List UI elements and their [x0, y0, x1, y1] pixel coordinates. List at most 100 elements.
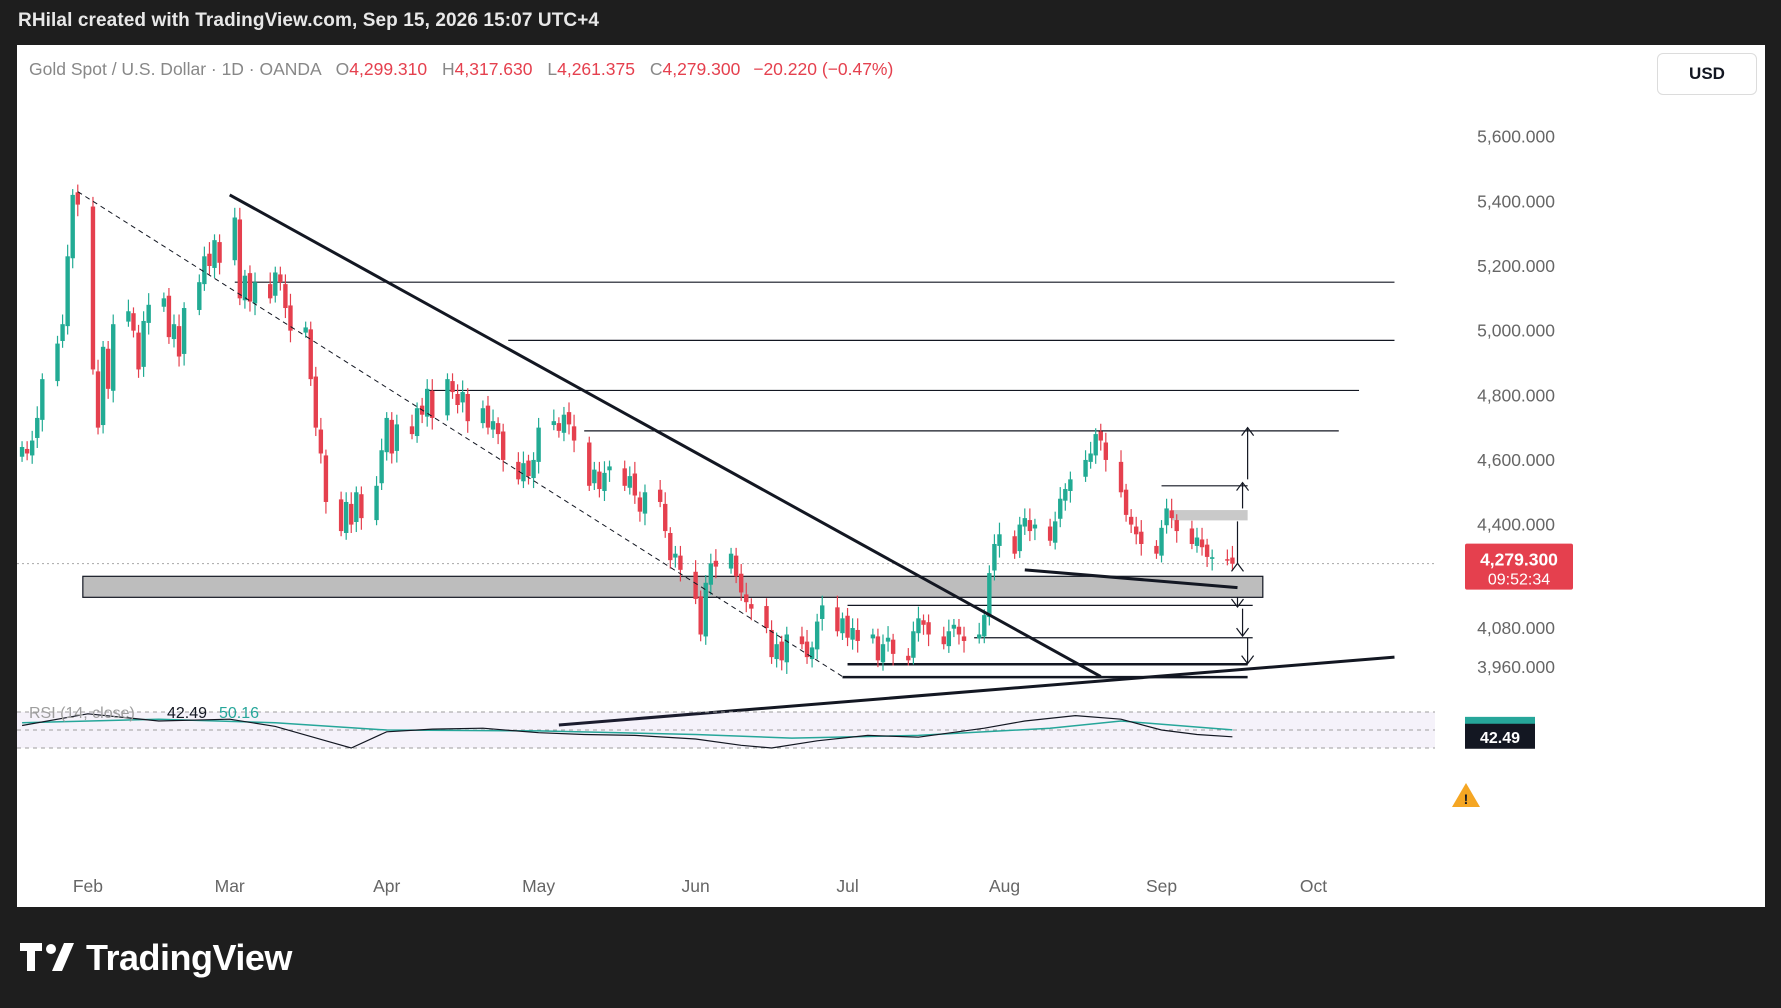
rsi-band [17, 712, 1435, 748]
candle-body-down [1230, 557, 1235, 564]
candle-body-down [1098, 431, 1103, 441]
tradingview-brand[interactable]: TradingView [20, 937, 292, 979]
candle-body-up [809, 647, 815, 660]
time-axis-tick: Aug [989, 876, 1020, 896]
candle-body-down [921, 620, 926, 625]
last-price-text: 4,279.300 [1480, 550, 1558, 570]
candle-body-down [465, 394, 470, 422]
symbol-legend[interactable]: Gold Spot / U.S. Dollar · 1D · OANDA O4,… [29, 59, 893, 80]
currency-button[interactable]: USD [1657, 53, 1757, 95]
candle-body-down [485, 405, 491, 428]
candle-body-up [774, 644, 779, 660]
rsi-value-badge-text: 42.49 [1480, 730, 1520, 747]
candle-body-up [273, 272, 278, 296]
candle-body-up [728, 553, 734, 569]
arrow-up-icon [1241, 426, 1255, 436]
candle-body-up [1068, 479, 1073, 491]
candle-body-up [197, 282, 202, 310]
candle-body-down [278, 274, 283, 283]
candle-body-down [409, 426, 415, 435]
candle-body-up [870, 634, 876, 639]
candle-body-up [126, 311, 131, 322]
candle-body-down [926, 622, 931, 635]
candle-body-down [698, 596, 703, 635]
candle-body-up [1058, 498, 1063, 519]
candle-body-up [343, 501, 349, 533]
tradingview-logo-icon [20, 943, 74, 971]
candle-body-down [744, 594, 749, 603]
candle-body-up [490, 421, 496, 430]
change-value: −20.220 (−0.47%) [753, 59, 894, 79]
candle-body-down [941, 636, 946, 645]
candle-body-up [1022, 518, 1027, 527]
candle-body-down [738, 573, 744, 593]
candle-body-down [217, 242, 222, 263]
chart-attribution: RHilal created with TradingView.com, Sep… [18, 10, 600, 31]
candle-body-down [1199, 539, 1205, 548]
candle-body-up [1017, 524, 1022, 552]
candle-body-up [460, 392, 465, 403]
candle-body-up [708, 563, 714, 585]
arrow-down-icon [1231, 598, 1244, 609]
low-label: L [547, 59, 558, 79]
candle-body-up [946, 631, 952, 647]
candle-body-down [1123, 489, 1129, 515]
candle-body-up [880, 644, 886, 663]
candle-body-up [561, 414, 567, 433]
candle-body-down [779, 641, 784, 661]
arrow-up-icon [1236, 481, 1250, 491]
candle-body-down [678, 555, 683, 570]
candle-body-up [951, 624, 957, 629]
candle-body-up [1083, 459, 1088, 477]
candle-body-up [394, 424, 400, 451]
candle-body-down [526, 460, 531, 477]
candle-body-down [90, 206, 96, 370]
candle-body-down [430, 390, 435, 418]
candle-body-down [105, 348, 111, 389]
candle-body-down [495, 423, 501, 435]
close-value: 4,279.300 [662, 59, 741, 79]
candle-body-down [622, 468, 627, 486]
tradingview-wordmark: TradingView [86, 937, 292, 978]
candle-body-down [136, 332, 141, 370]
candle-body-up [181, 308, 187, 354]
candle-body-up [607, 466, 612, 471]
candle-body-down [313, 376, 318, 428]
trend-line [558, 655, 1395, 727]
candle-body-up [1164, 508, 1169, 526]
candle-body-up [55, 343, 60, 382]
candle-body-down [956, 626, 962, 635]
high-value: 4,317.630 [454, 59, 533, 79]
candle-body-up [551, 421, 557, 426]
candle-body-up [1194, 537, 1200, 546]
candle-body-down [1134, 526, 1139, 535]
candle-body-up [642, 492, 648, 514]
time-axis-tick: Jul [836, 876, 858, 896]
arrow-down-icon [1236, 627, 1250, 638]
candle-body-down [1012, 536, 1017, 554]
candle-body-down [166, 295, 172, 338]
candle-body-up [379, 450, 384, 484]
candle-body-down [597, 471, 602, 490]
candle-body-up [480, 408, 486, 424]
candle-body-up [19, 447, 25, 457]
candle-body-up [414, 408, 420, 437]
candle-body-down [1204, 544, 1210, 557]
candle-body-up [303, 327, 308, 333]
candle-body-down [587, 442, 592, 486]
chart-panel[interactable]: RSI (14, close)42.4950.1650.1642.49!5,60… [17, 45, 1765, 907]
candle-body-up [146, 304, 151, 323]
candle-body-down [556, 423, 562, 431]
candle-body-down [733, 555, 739, 577]
candle-body-down [799, 636, 805, 645]
trend-line [228, 193, 1102, 678]
price-chart[interactable]: RSI (14, close)42.4950.1650.1642.49!5,60… [17, 45, 1765, 907]
candle-body-down [359, 494, 364, 519]
dashed-trend-line [77, 191, 843, 677]
candle-body-down [323, 455, 329, 502]
rsi-line [21, 713, 1233, 749]
open-label: O [335, 59, 350, 79]
candle-body-down [571, 426, 577, 441]
candle-body-down [349, 503, 354, 525]
candle-body-up [1032, 524, 1038, 529]
